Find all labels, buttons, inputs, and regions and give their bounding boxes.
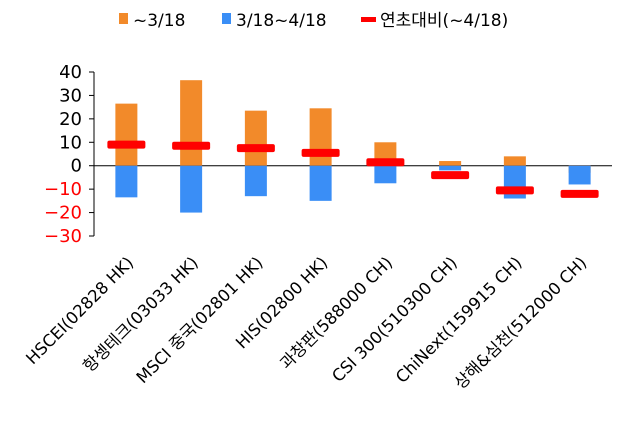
x-tick-labels: HSCEI(02828 HK)항셍테크(03033 HK)MSCI 중국(028… [22, 253, 590, 393]
bar-0318-0418-4 [374, 165, 397, 184]
legend-label-0: ~3/18 [133, 11, 185, 31]
y-tick-label: 0 [71, 156, 82, 177]
ytd-marker-7 [560, 189, 599, 198]
ytd-marker-6 [495, 186, 534, 195]
x-tick-label: ChiNext(159915 CH) [392, 253, 526, 387]
legend: ~3/18 3/18~4/18 연초대비(~4/18) [119, 11, 508, 31]
ytd-marker-0 [107, 140, 146, 149]
bar-0318-0418-0 [115, 165, 138, 198]
bar-0318-0418-1 [180, 165, 203, 213]
ytd-marker-5 [431, 171, 470, 180]
x-tick-label: 상해&심천(512000 CH) [451, 253, 591, 393]
bar-0318-0418-7 [568, 165, 591, 185]
legend-label-1: 3/18~4/18 [236, 11, 327, 31]
legend-label-2: 연초대비(~4/18) [380, 11, 508, 31]
bar-to-0318-3 [309, 108, 332, 166]
x-tick-label: HSCEI(02828 HK) [22, 253, 137, 368]
y-tick-label: −30 [44, 226, 82, 247]
y-tick-label: 10 [59, 132, 82, 153]
legend-swatch-2 [361, 17, 376, 22]
y-tick-label: 20 [59, 109, 82, 130]
x-tick-label: CSI 300(510300 CH) [328, 253, 461, 386]
x-tick-label: MSCI 중국(02801 HK) [133, 253, 267, 387]
bar-0318-0418-2 [244, 165, 267, 197]
markers [107, 140, 599, 198]
x-tick-label: 과창판(588000 CH) [276, 253, 396, 373]
x-tick-label: 항셍테크(03033 HK) [79, 253, 202, 376]
bar-0318-0418-3 [309, 165, 332, 201]
bar-to-0318-0 [115, 103, 138, 166]
legend-swatch-1 [222, 13, 231, 24]
ytd-marker-3 [301, 148, 340, 157]
bar-to-0318-6 [503, 156, 526, 166]
ytd-marker-1 [172, 141, 211, 150]
y-tick-label: −20 [44, 203, 82, 224]
bar-0318-0418-5 [439, 165, 462, 171]
ytd-marker-4 [366, 158, 405, 167]
y-tick-label: 30 [59, 85, 82, 106]
bar-to-0318-5 [439, 161, 462, 166]
y-tick-label: 40 [59, 62, 82, 83]
y-tick-label: −10 [44, 179, 82, 200]
bar-to-0318-1 [180, 80, 203, 166]
bar-to-0318-2 [244, 110, 267, 166]
legend-swatch-0 [119, 13, 128, 24]
ytd-marker-2 [236, 144, 275, 153]
